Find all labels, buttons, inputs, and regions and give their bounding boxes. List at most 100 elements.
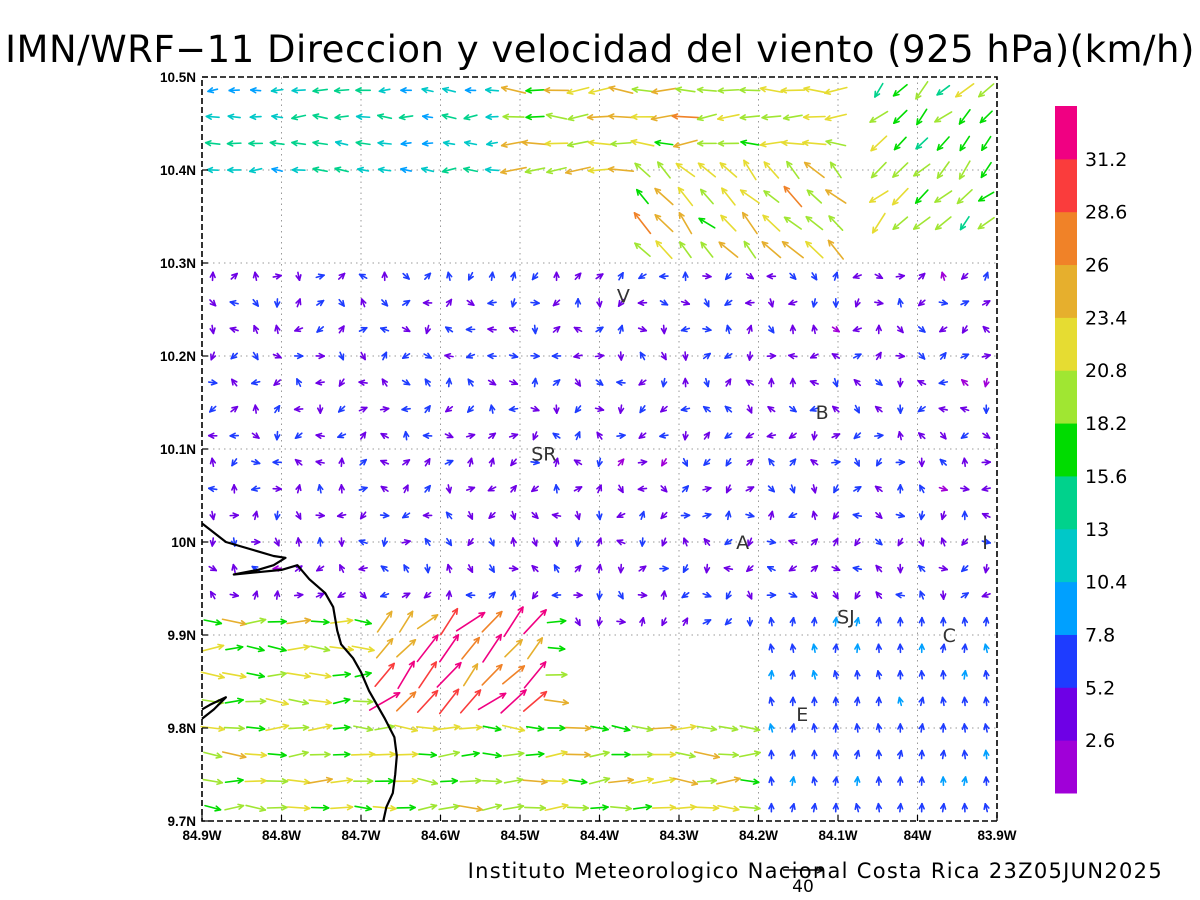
wind-arrow (380, 565, 389, 572)
wind-arrow (805, 240, 824, 259)
wind-arrow (824, 113, 847, 122)
wind-arrow (354, 619, 372, 626)
wind-arrow (789, 749, 796, 760)
wind-arrow (445, 537, 453, 547)
wind-arrow (458, 804, 483, 813)
wind-arrow (761, 114, 782, 121)
wind-arrow (637, 326, 648, 333)
wind-arrow (982, 271, 989, 281)
wind-arrow (789, 377, 797, 388)
colorbar-swatch (1055, 634, 1077, 688)
wind-arrow (209, 299, 217, 307)
wind-arrow (250, 538, 261, 546)
colorbar-label: 31.2 (1085, 149, 1127, 171)
wind-arrow (462, 663, 479, 687)
wind-arrow (226, 140, 242, 147)
lon-tick-label: 84.7W (341, 828, 380, 843)
wind-arrow (724, 538, 733, 546)
wind-arrow (273, 405, 281, 414)
wind-arrow (207, 485, 218, 493)
wind-arrow (917, 405, 926, 413)
wind-arrow (763, 190, 780, 203)
wind-arrow (355, 139, 371, 147)
wind-arrow (376, 610, 393, 633)
wind-arrow (574, 431, 581, 441)
wind-arrow (466, 352, 476, 359)
wind-arrow (811, 510, 818, 521)
wind-arrow (440, 777, 459, 785)
wind-arrow (983, 670, 990, 680)
wind-arrow (725, 484, 732, 494)
wind-arrow (274, 510, 281, 521)
wind-arrow (267, 618, 287, 625)
wind-arrow (509, 379, 519, 386)
wind-arrow (828, 215, 844, 231)
wind-arrow (401, 379, 411, 386)
wind-arrow (373, 751, 396, 758)
wind-arrow (680, 512, 691, 519)
wind-arrow (940, 723, 947, 733)
wind-arrow (745, 379, 755, 386)
wind-arrow (743, 159, 757, 181)
wind-arrow (525, 87, 545, 94)
wind-arrow (380, 326, 390, 333)
wind-arrow (703, 458, 711, 466)
wind-arrow (681, 485, 690, 493)
wind-arrow (916, 108, 928, 126)
wind-arrow (508, 432, 519, 440)
wind-arrow (510, 590, 517, 600)
wind-arrow (938, 485, 948, 492)
wind-arrow (210, 351, 217, 361)
wind-arrow (372, 805, 397, 812)
wind-arrow (696, 725, 718, 732)
wind-arrow (266, 778, 289, 785)
wind-arrow (940, 537, 947, 547)
wind-arrow (525, 725, 545, 732)
wind-arrow (875, 351, 882, 361)
wind-arrow (661, 617, 668, 627)
wind-arrow (682, 564, 689, 573)
wind-arrow (788, 405, 797, 413)
wind-arrow (224, 697, 244, 704)
wind-arrow (961, 669, 968, 680)
wind-arrow (294, 326, 304, 333)
wind-arrow (617, 272, 624, 281)
wind-arrow (573, 459, 583, 466)
wind-arrow (574, 405, 582, 414)
wind-arrow (875, 696, 882, 707)
wind-arrow (547, 724, 566, 732)
wind-arrow (504, 639, 523, 658)
wind-arrow (336, 512, 347, 519)
wind-arrow (418, 661, 438, 689)
wind-arrow (330, 617, 354, 625)
wind-arrow (286, 804, 311, 812)
lat-tick-label: 10.1N (160, 442, 196, 457)
wind-arrow (445, 377, 453, 388)
wind-arrow (831, 565, 841, 572)
wind-arrow (660, 351, 667, 361)
wind-arrow (567, 113, 589, 122)
wind-arrow (802, 139, 827, 147)
wind-arrow (295, 511, 302, 520)
wind-arrow (934, 190, 953, 203)
wind-arrow (616, 379, 626, 386)
wind-arrow (308, 723, 333, 732)
wind-arrow (574, 378, 582, 387)
wind-arrow (897, 298, 904, 308)
wind-arrow (960, 432, 969, 439)
wind-arrow (546, 166, 567, 175)
wind-arrow (617, 298, 625, 307)
colorbar-swatch (1055, 264, 1077, 318)
wind-arrow (853, 617, 861, 627)
wind-arrow (487, 299, 497, 306)
wind-arrow (811, 723, 818, 733)
wind-arrow (381, 351, 388, 361)
wind-arrow (547, 645, 566, 652)
lon-tick-label: 84.9W (182, 828, 221, 843)
colorbar-swatch (1055, 370, 1077, 424)
wind-arrow (293, 592, 304, 599)
wind-arrow (768, 510, 775, 521)
wind-arrow (703, 298, 710, 308)
wind-arrow (661, 537, 668, 547)
